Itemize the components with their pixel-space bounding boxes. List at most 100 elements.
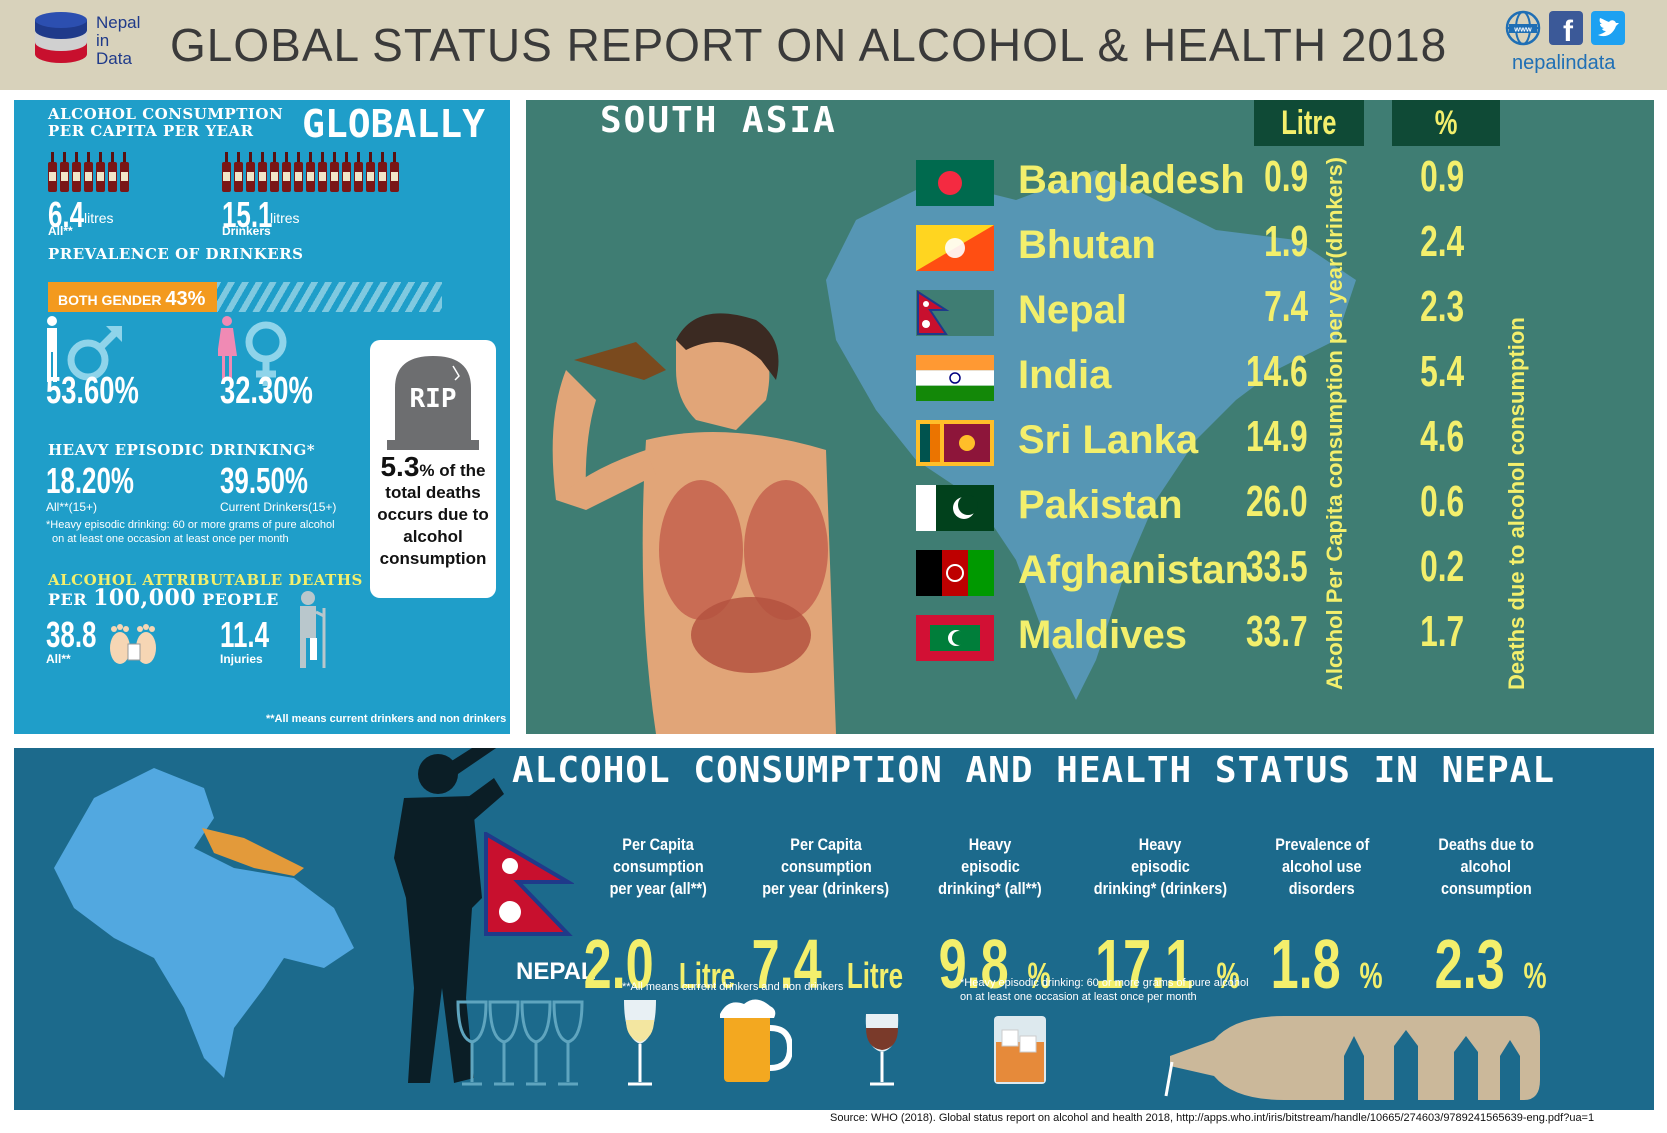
country-row-maldives: Maldives 33.7 1.7 bbox=[916, 607, 1654, 671]
white-wine-glass-icon bbox=[624, 1000, 656, 1086]
nepal-stat-unit: Litre bbox=[846, 955, 903, 996]
all-consumption-label: All** bbox=[48, 224, 73, 238]
country-litre-value: 1.9 bbox=[1218, 217, 1308, 267]
flag-sri-lanka-icon bbox=[916, 420, 994, 466]
svg-text:www: www bbox=[1513, 25, 1532, 34]
south-asia-panel: SOUTH ASIA Litre % Bangladesh 0.9 0.9 Bhuta… bbox=[526, 100, 1654, 734]
rip-text: 5.3% of the total deaths occurs due to a… bbox=[374, 453, 492, 570]
prevalence-bar: BOTH GENDER 43% bbox=[48, 282, 442, 312]
all-bottle-icon bbox=[84, 152, 93, 192]
drinkers-bottle-icon bbox=[282, 152, 291, 192]
rip-description: total deaths occurs due to alcohol consu… bbox=[377, 483, 489, 568]
www-globe-icon[interactable]: www bbox=[1505, 10, 1541, 46]
country-percent-value: 5.4 bbox=[1374, 347, 1464, 397]
heavy-all-label: All**(15+) bbox=[46, 500, 98, 514]
consumption-heading: ALCOHOL CONSUMPTION PER CAPITA PER YEAR bbox=[48, 106, 283, 140]
percent-column-header-text: % bbox=[1434, 104, 1458, 142]
facebook-icon[interactable]: f bbox=[1549, 11, 1583, 46]
country-percent-value: 2.3 bbox=[1374, 282, 1464, 332]
nepal-stat-label-line-2: consumption bbox=[612, 857, 704, 876]
country-litre-value: 14.6 bbox=[1218, 347, 1308, 397]
deaths-subheading-per: PER bbox=[48, 590, 88, 609]
nepal-stat-unit: % bbox=[1359, 955, 1383, 996]
wine-glasses-icon bbox=[456, 1000, 584, 1086]
nepal-stat-6: Deaths due to alcohol consumption 2.3% bbox=[1396, 834, 1576, 1003]
nepal-stat-label-line-2: alcohol use bbox=[1282, 857, 1362, 876]
country-percent-text: 2.3 bbox=[1419, 282, 1464, 331]
nepal-stat-value: 2.0 Litre bbox=[568, 924, 748, 1004]
country-litre-text: 14.6 bbox=[1246, 347, 1308, 396]
nepal-stat-3: Heavy episodic drinking* (all**) 9.8% bbox=[900, 834, 1080, 1003]
drinker-silhouette-icon bbox=[394, 748, 504, 1083]
heavy-note-line-2: on at least one occasion at least once p… bbox=[52, 533, 289, 545]
nepal-stat-label-line-2: episodic bbox=[1130, 857, 1190, 876]
country-name: Nepal bbox=[1018, 288, 1127, 332]
flag-india-icon bbox=[916, 355, 994, 401]
country-percent-value: 4.6 bbox=[1374, 412, 1464, 462]
nepal-stat-label-line-1: Per Capita bbox=[622, 835, 694, 854]
country-litre-text: 33.5 bbox=[1246, 542, 1308, 591]
nepal-stat-label: Deaths due to alcohol consumption bbox=[1396, 834, 1576, 904]
nepal-stat-unit: % bbox=[1523, 955, 1547, 996]
prevalence-bar-fill bbox=[48, 282, 218, 312]
nepal-stat-unit: Litre bbox=[678, 955, 735, 996]
site-name[interactable]: nepalindata bbox=[1512, 52, 1616, 74]
country-row-afghanistan: Afghanistan 33.5 0.2 bbox=[916, 542, 1654, 606]
country-percent-text: 0.6 bbox=[1419, 477, 1464, 526]
nepal-stat-number: 1.8 bbox=[1270, 925, 1342, 1003]
litre-column-header-text: Litre bbox=[1281, 104, 1337, 142]
country-litre-text: 26.0 bbox=[1246, 477, 1308, 526]
nepal-stat-value: 17.1% bbox=[1070, 924, 1250, 1004]
nepal-stat-label-line-1: Heavy bbox=[968, 835, 1012, 854]
rip-percent: 5.3 bbox=[380, 451, 420, 482]
litre-axis-label: Alcohol Per Capita consumption per year(… bbox=[1322, 156, 1347, 690]
nepal-stat-value: 1.8% bbox=[1232, 924, 1412, 1004]
nepal-stat-label-line-3: consumption bbox=[1440, 879, 1532, 898]
nepal-stat-unit: % bbox=[1027, 955, 1051, 996]
heavy-current-value: 39.50% bbox=[220, 460, 308, 501]
nepal-stat-value: 7.4 Litre bbox=[736, 924, 916, 1004]
country-percent-text: 5.4 bbox=[1419, 347, 1464, 396]
nepal-stat-number: 2.3 bbox=[1434, 925, 1506, 1003]
nepal-stat-label: Heavy episodic drinking* (drinkers) bbox=[1070, 834, 1250, 904]
brand-name: Nepal in Data bbox=[96, 14, 140, 68]
country-percent-value: 0.9 bbox=[1374, 152, 1464, 202]
twitter-icon[interactable] bbox=[1591, 11, 1625, 45]
all-bottle-icon bbox=[108, 152, 117, 192]
nepal-label: NEPAL bbox=[516, 958, 596, 985]
svg-text:f: f bbox=[1563, 15, 1574, 46]
deaths-all-label: All** bbox=[46, 652, 71, 666]
header: Nepal in Data GLOBAL STATUS REPORT ON AL… bbox=[0, 0, 1667, 90]
country-litre-text: 1.9 bbox=[1263, 217, 1308, 266]
nepal-stat-label-line-3: disorders bbox=[1289, 879, 1355, 898]
nepal-stat-label-line-1: Per Capita bbox=[790, 835, 862, 854]
drinkers-bottle-icon bbox=[306, 152, 315, 192]
drinkers-consumption-value: 15.1 bbox=[222, 194, 273, 235]
heavy-all-value: 18.20% bbox=[46, 460, 134, 501]
nepal-stat-label-line-3: drinking* (drinkers) bbox=[1093, 879, 1227, 898]
nepal-stat-label-line-2: alcohol bbox=[1460, 857, 1512, 876]
drinkers-bottle-icon bbox=[390, 152, 399, 192]
nepal-stat-2: Per Capita consumption per year (drinkers)… bbox=[736, 834, 916, 1003]
flag-bangladesh-icon bbox=[916, 160, 994, 206]
heavy-episodic-heading: HEAVY EPISODIC DRINKING* bbox=[48, 441, 316, 459]
nepal-stat-label: Per Capita consumption per year (drinkers) bbox=[736, 834, 916, 904]
nepal-panel: ALCOHOL CONSUMPTION AND HEALTH STATUS IN… bbox=[14, 748, 1654, 1110]
social-icons: www f bbox=[1505, 10, 1625, 46]
south-asia-title: SOUTH ASIA bbox=[600, 100, 837, 141]
nepal-heavy-note-line-1: *Heavy episodic drinking: 60 or more gra… bbox=[960, 977, 1249, 989]
nepal-in-data-logo-icon bbox=[35, 12, 87, 63]
nepal-stat-unit: % bbox=[1216, 955, 1240, 996]
nepal-flag-icon bbox=[484, 832, 574, 936]
nepal-stat-label-line-2: consumption bbox=[780, 857, 872, 876]
country-percent-text: 2.4 bbox=[1419, 217, 1464, 266]
beer-mug-icon bbox=[720, 999, 792, 1082]
drinkers-bottle-icon bbox=[378, 152, 387, 192]
heavy-note-line-1: *Heavy episodic drinking: 60 or more gra… bbox=[46, 519, 335, 531]
all-consumption-unit: litres bbox=[84, 210, 114, 226]
pouring-bottle-icon bbox=[1164, 1016, 1540, 1100]
all-bottle-icon bbox=[60, 152, 69, 192]
nepal-stat-label-line-3: drinking* (all**) bbox=[938, 879, 1042, 898]
nepal-region-map-icon bbox=[54, 768, 354, 1078]
